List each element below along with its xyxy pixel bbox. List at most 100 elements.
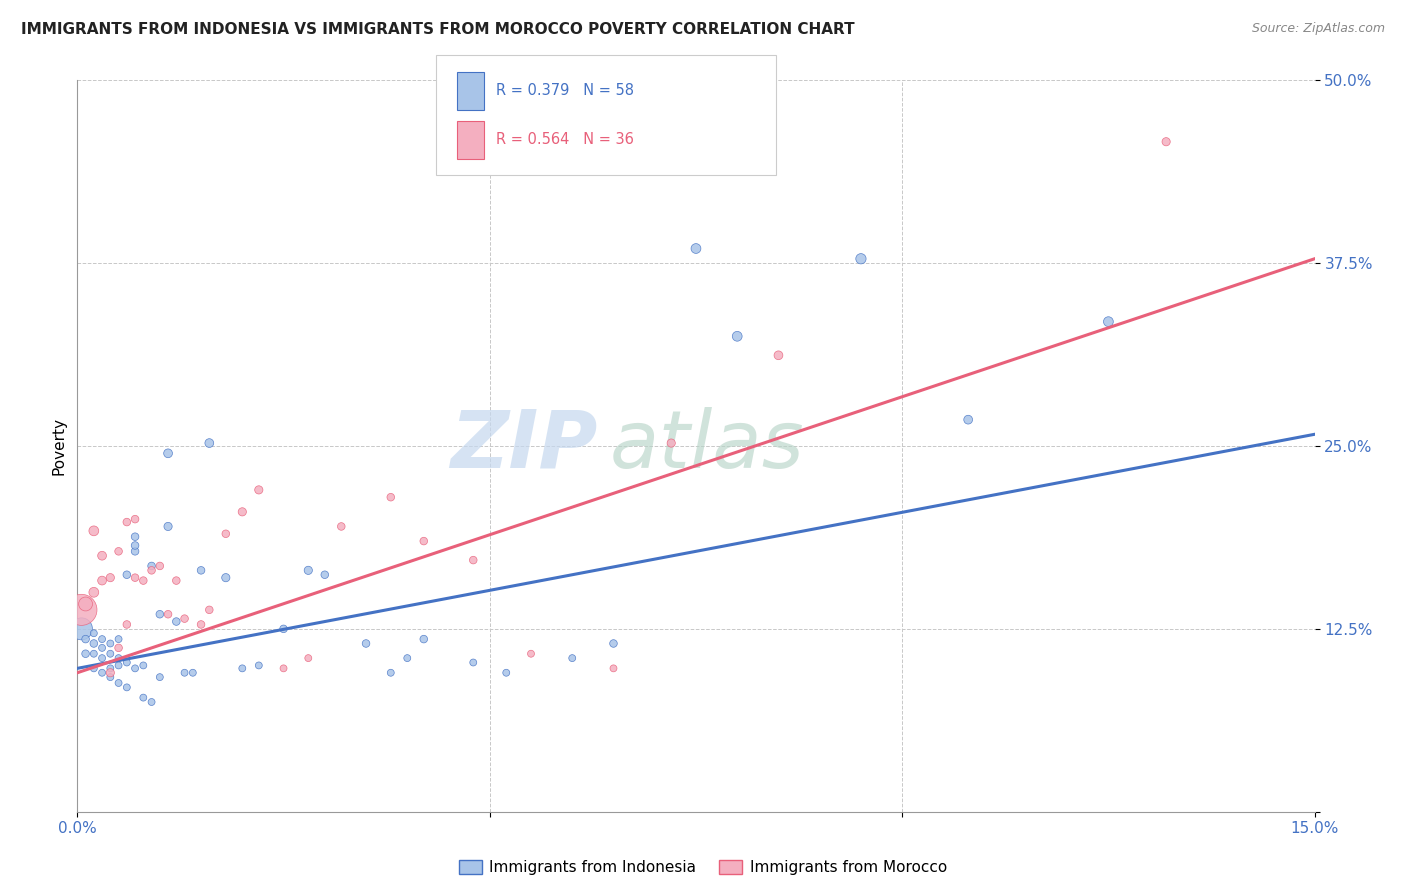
Point (215, 571, 238, 585)
Point (70, 603, 93, 617)
Point (98, 665, 121, 680)
Point (83, 661, 105, 675)
Point (83, 524, 105, 538)
Point (83, 647, 105, 661)
Point (115, 515, 138, 529)
Point (768, 348, 790, 362)
Point (124, 544, 146, 558)
Point (91, 651, 114, 665)
Point (273, 661, 295, 675)
Point (380, 490, 402, 504)
Point (659, 436, 682, 450)
Point (132, 574, 155, 588)
Point (463, 656, 485, 670)
Point (149, 607, 172, 622)
Point (75, 632, 97, 646)
Point (231, 661, 253, 675)
Point (412, 534, 434, 549)
Point (98, 670, 121, 684)
Point (115, 617, 138, 632)
Text: IMMIGRANTS FROM INDONESIA VS IMMIGRANTS FROM MOROCCO POVERTY CORRELATION CHART: IMMIGRANTS FROM INDONESIA VS IMMIGRANTS … (21, 22, 855, 37)
Point (157, 607, 180, 622)
Point (157, 446, 180, 460)
Point (231, 505, 253, 519)
Point (124, 530, 146, 544)
Point (115, 681, 138, 695)
Point (273, 622, 295, 636)
Legend: Immigrants from Indonesia, Immigrants from Morocco: Immigrants from Indonesia, Immigrants fr… (454, 855, 952, 880)
Point (98, 571, 121, 585)
Text: R = 0.564   N = 36: R = 0.564 N = 36 (495, 132, 634, 147)
Point (98, 647, 121, 661)
Point (602, 661, 624, 675)
Point (190, 563, 212, 577)
Point (107, 651, 129, 665)
Point (98, 661, 121, 675)
Point (115, 567, 138, 582)
Point (725, 329, 748, 343)
Point (190, 617, 212, 632)
Point (83, 636, 105, 650)
Text: ZIP: ZIP (450, 407, 598, 485)
Point (149, 558, 172, 573)
Point (602, 636, 624, 650)
Point (173, 665, 195, 680)
Point (132, 690, 155, 705)
Point (91, 640, 114, 655)
Point (70, 622, 93, 636)
Point (1097, 315, 1119, 329)
Text: Source: ZipAtlas.com: Source: ZipAtlas.com (1251, 22, 1385, 36)
Point (849, 252, 872, 266)
Point (107, 640, 129, 655)
Point (83, 585, 105, 599)
Point (98, 636, 121, 650)
Point (198, 603, 221, 617)
Point (181, 665, 204, 680)
Point (354, 636, 377, 650)
Point (115, 656, 138, 670)
Point (157, 519, 180, 533)
Point (107, 658, 129, 673)
Point (463, 553, 485, 567)
Point (91, 665, 114, 680)
Point (107, 676, 129, 690)
Point (380, 665, 402, 680)
FancyBboxPatch shape (436, 54, 776, 176)
Point (1154, 135, 1177, 149)
Point (91, 549, 114, 563)
Point (141, 563, 163, 577)
Point (685, 242, 707, 256)
Point (75, 647, 97, 661)
Point (124, 539, 146, 553)
Point (149, 670, 172, 684)
Point (124, 571, 146, 585)
Point (91, 574, 114, 588)
Point (957, 412, 980, 426)
Point (247, 658, 270, 673)
Point (124, 512, 146, 526)
Point (297, 563, 319, 577)
Point (141, 558, 163, 573)
Point (198, 436, 221, 450)
Point (247, 483, 270, 497)
Point (314, 567, 336, 582)
Point (83, 626, 105, 640)
Point (520, 647, 543, 661)
Bar (457, 71, 485, 110)
Point (297, 651, 319, 665)
Point (215, 526, 238, 541)
Point (173, 612, 195, 626)
Y-axis label: Poverty: Poverty (51, 417, 66, 475)
Point (132, 658, 155, 673)
Point (141, 695, 163, 709)
Bar (457, 120, 485, 159)
Point (107, 632, 129, 646)
Point (91, 632, 114, 646)
Point (75, 597, 97, 611)
Point (412, 632, 434, 646)
Point (396, 651, 419, 665)
Point (107, 544, 129, 558)
Point (495, 665, 517, 680)
Point (561, 651, 583, 665)
Point (165, 615, 187, 629)
